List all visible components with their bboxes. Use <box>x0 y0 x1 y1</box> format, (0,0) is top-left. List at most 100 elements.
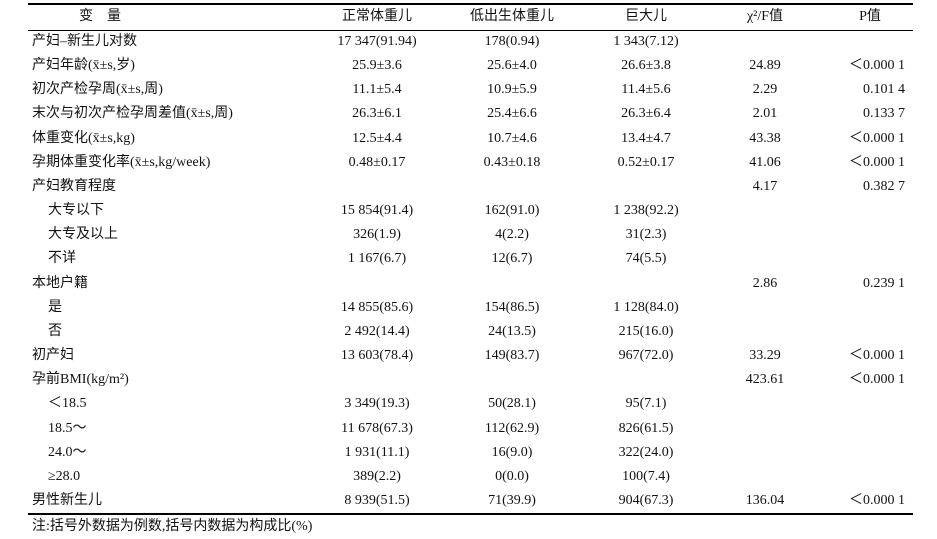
cell-value: 1 167(6.7) <box>347 251 407 267</box>
cell-value: 12(6.7) <box>491 251 533 267</box>
cell-value: 162(91.0) <box>484 203 540 219</box>
header-cell: P值 <box>859 9 881 24</box>
bottom-rule <box>28 513 913 515</box>
cell-value: 11 678(67.3) <box>341 420 413 436</box>
cell-value: ＜0.000 1 <box>849 493 905 509</box>
cell-value: 14 855(85.6) <box>340 299 414 315</box>
row-label: ≥28.0 <box>48 468 81 484</box>
cell-value: 13.4±4.7 <box>621 130 671 146</box>
cell-value: 74(5.5) <box>625 251 667 267</box>
cell-value: 112(62.9) <box>484 420 540 436</box>
cell-value: 24(13.5) <box>488 323 536 339</box>
cell-value: 2.86 <box>752 275 778 291</box>
cell-value: 12.5±4.4 <box>352 130 402 146</box>
cell-value: 26.3±6.1 <box>352 106 402 122</box>
header-cell: 正常体重儿 <box>342 9 412 24</box>
cell-value: 215(16.0) <box>618 323 674 339</box>
row-label: 初产妇 <box>32 348 74 364</box>
header-cell: 低出生体重儿 <box>470 9 554 24</box>
row-label: 末次与初次产检孕周差值(x̄±s,周) <box>32 106 233 122</box>
header-rule <box>28 30 913 31</box>
cell-value: 967(72.0) <box>618 348 674 364</box>
cell-value: ＜0.000 1 <box>849 58 905 74</box>
cell-value: 0.101 4 <box>863 82 905 98</box>
row-label: 男性新生儿 <box>32 493 102 509</box>
row-label: 体重变化(x̄±s,kg) <box>32 130 135 146</box>
row-label: 初次产检孕周(x̄±s,周) <box>32 82 163 98</box>
row-label: 孕期体重变化率(x̄±s,kg/week) <box>32 154 211 170</box>
cell-value: 50(28.1) <box>488 396 536 412</box>
row-label: 大专及以上 <box>48 227 118 243</box>
cell-value: 0.239 1 <box>863 275 905 291</box>
cell-value: 2.01 <box>752 106 778 122</box>
cell-value: 11.1±5.4 <box>352 82 402 98</box>
cell-value: 10.7±4.6 <box>487 130 537 146</box>
cell-value: 8 939(51.5) <box>344 493 410 509</box>
cell-value: 154(86.5) <box>484 299 540 315</box>
cell-value: 1 343(7.12) <box>613 34 679 49</box>
header-cell: χ²/F值 <box>746 9 784 24</box>
cell-value: 2 492(14.4) <box>344 323 410 339</box>
cell-value: 1 128(84.0) <box>613 299 679 315</box>
cell-value: 10.9±5.9 <box>487 82 537 98</box>
row-label: 产妇–新生儿对数 <box>32 34 137 49</box>
cell-value: 389(2.2) <box>353 468 401 484</box>
cell-value: 26.3±6.4 <box>621 106 671 122</box>
row-label: 24.0～ <box>48 444 87 460</box>
cell-value: 43.38 <box>749 130 781 146</box>
cell-value: 31(2.3) <box>625 227 667 243</box>
row-label: 本地户籍 <box>32 275 88 291</box>
header-cell: 变 量 <box>79 9 121 24</box>
cell-value: 3 349(19.3) <box>344 396 410 412</box>
cell-value: 15 854(91.4) <box>340 203 414 219</box>
cell-value: 11.4±5.6 <box>621 82 671 98</box>
cell-value: 17 347(91.94) <box>337 34 417 49</box>
row-label: 否 <box>48 323 62 339</box>
cell-value: 24.89 <box>749 58 781 74</box>
header-cell: 巨大儿 <box>625 9 667 24</box>
cell-value: 13 603(78.4) <box>340 348 414 364</box>
cell-value: 4.17 <box>752 178 778 194</box>
cell-value: 0.52±0.17 <box>617 154 675 170</box>
cell-value: 100(7.4) <box>622 468 670 484</box>
top-rule <box>28 3 913 5</box>
cell-value: 33.29 <box>749 348 781 364</box>
cell-value: 0.133 7 <box>863 106 905 122</box>
cell-value: 0.43±0.18 <box>483 154 541 170</box>
cell-value: ＜0.000 1 <box>849 154 905 170</box>
cell-value: 1 238(92.2) <box>613 203 679 219</box>
row-label: 大专以下 <box>48 203 104 219</box>
cell-value: 25.4±6.6 <box>487 106 537 122</box>
cell-value: 904(67.3) <box>618 493 674 509</box>
cell-value: 25.9±3.6 <box>352 58 402 74</box>
row-label: 不详 <box>48 251 76 267</box>
cell-value: ＜0.000 1 <box>849 130 905 146</box>
cell-value: 178(0.94) <box>484 34 540 49</box>
row-label: ＜18.5 <box>48 396 87 412</box>
cell-value: ＜0.000 1 <box>849 372 905 388</box>
row-label: 产妇教育程度 <box>32 178 116 194</box>
cell-value: 149(83.7) <box>484 348 540 364</box>
cell-value: 41.06 <box>749 154 781 170</box>
cell-value: 0.382 7 <box>863 178 905 194</box>
cell-value: 0.48±0.17 <box>348 154 406 170</box>
cell-value: 2.29 <box>752 82 778 98</box>
cell-value: 826(61.5) <box>618 420 674 436</box>
row-label: 是 <box>48 299 62 315</box>
cell-value: 26.6±3.8 <box>621 58 671 74</box>
cell-value: 322(24.0) <box>618 444 674 460</box>
cell-value: 16(9.0) <box>491 444 533 460</box>
cell-value: 136.04 <box>745 493 785 509</box>
cell-value: 0(0.0) <box>495 468 529 484</box>
cell-value: 95(7.1) <box>625 396 667 412</box>
row-label: 18.5～ <box>48 420 87 436</box>
cell-value: 71(39.9) <box>488 493 536 509</box>
cell-value: 1 931(11.1) <box>344 444 410 460</box>
cell-value: 25.6±4.0 <box>487 58 537 74</box>
row-label: 孕前BMI(kg/m²) <box>32 372 129 388</box>
cell-value: 4(2.2) <box>495 227 529 243</box>
row-label: 产妇年龄(x̄±s,岁) <box>32 58 135 74</box>
cell-value: 326(1.9) <box>353 227 401 243</box>
cell-value: 423.61 <box>745 372 785 388</box>
